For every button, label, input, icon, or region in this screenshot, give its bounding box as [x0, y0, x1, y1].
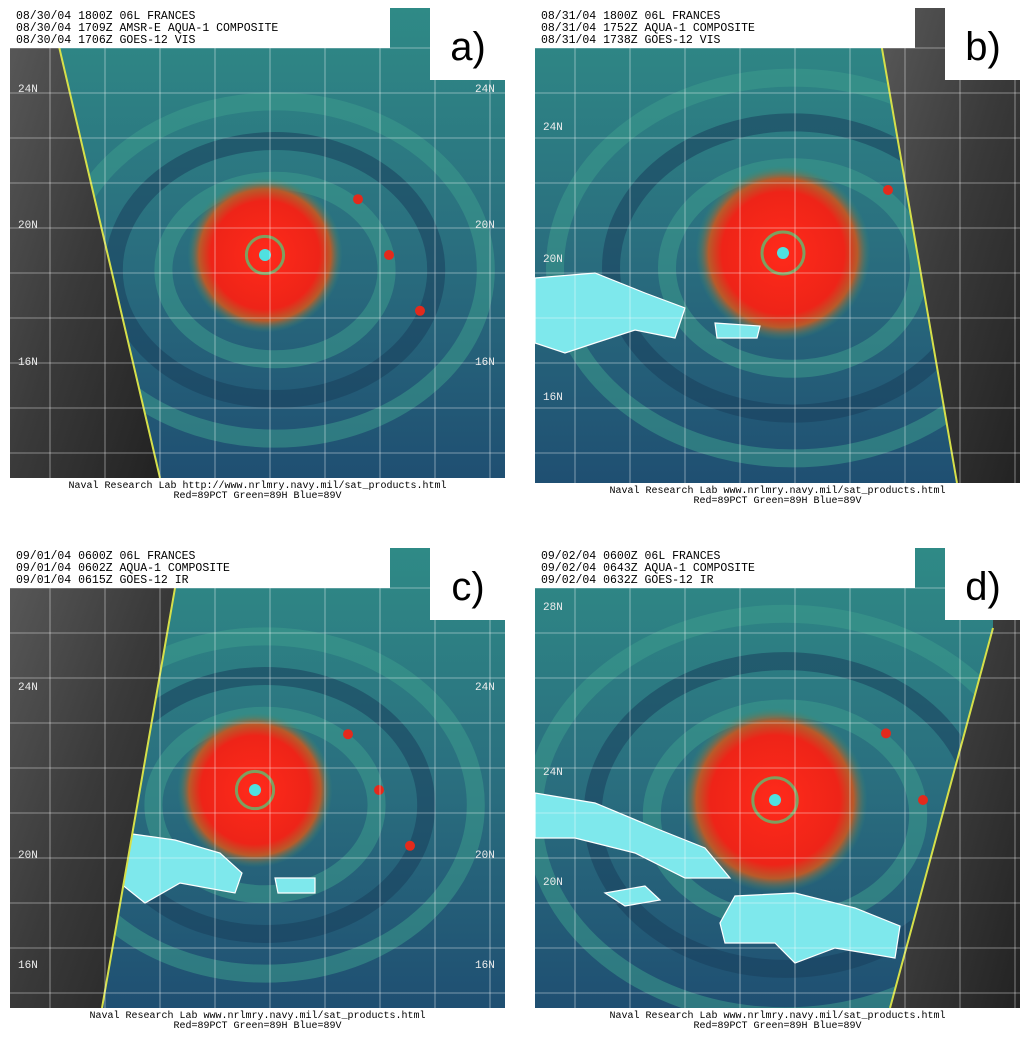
satellite-image	[535, 8, 1020, 483]
cloud	[881, 728, 891, 739]
header-line: 08/30/04 1706Z GOES-12 VIS	[16, 34, 196, 47]
eyewall	[751, 776, 799, 824]
lat-label: 24N	[475, 84, 495, 96]
letter-box	[430, 548, 505, 620]
satellite-image	[10, 8, 505, 478]
goes-region	[875, 8, 1020, 483]
header-line: 09/02/04 0632Z GOES-12 IR	[541, 574, 714, 587]
footer-line: Naval Research Lab www.nrlmry.navy.mil/s…	[609, 1010, 945, 1022]
footer-line: Red=89PCT Green=89H Blue=89V	[693, 1020, 861, 1032]
eyewall	[760, 230, 806, 276]
island	[119, 832, 243, 904]
header-box	[10, 548, 390, 588]
lat-label: 16N	[475, 960, 495, 972]
lat-label: 24N	[475, 682, 495, 694]
band	[546, 68, 1020, 468]
header-box	[535, 548, 915, 588]
header-box	[10, 8, 390, 48]
island	[535, 272, 686, 354]
lat-label: 20N	[18, 220, 38, 232]
footer-line: Naval Research Lab www.nrlmry.navy.mil/s…	[89, 1010, 425, 1022]
panel: 24N 20N 16N 24N 20N 16N 08/30/04 1800Z 06L FRA…	[10, 8, 505, 502]
cloud	[343, 729, 353, 740]
footer-line: Naval Research Lab www.nrlmry.navy.mil/s…	[609, 485, 945, 497]
header-line: 09/02/04 0600Z 06L FRANCES	[541, 550, 721, 563]
swath-edge	[101, 587, 176, 1008]
lat-label: 24N	[18, 682, 38, 694]
lat-label: 24N	[543, 122, 563, 134]
eye	[777, 247, 789, 259]
header-line: 08/31/04 1800Z 06L FRANCES	[541, 10, 721, 23]
lat-label: 20N	[475, 220, 495, 232]
header-line: 09/02/04 0643Z AQUA-1 COMPOSITE	[541, 562, 755, 575]
footer-line: Red=89PCT Green=89H Blue=89V	[173, 490, 341, 502]
header-box	[535, 8, 915, 48]
eye	[259, 249, 271, 261]
footer-line: Naval Research Lab http://www.nrlmry.nav…	[68, 480, 446, 492]
header-line: 08/31/04 1752Z AQUA-1 COMPOSITE	[541, 22, 755, 35]
goes-region	[10, 548, 175, 1008]
footer-line: Red=89PCT Green=89H Blue=89V	[173, 1020, 341, 1032]
goes-region	[890, 548, 1020, 1008]
eyewall	[234, 769, 276, 811]
header-line: 09/01/04 0602Z AQUA-1 COMPOSITE	[16, 562, 230, 575]
lat-label: 24N	[18, 84, 38, 96]
header-line: 09/01/04 0600Z 06L FRANCES	[16, 550, 196, 563]
panel-letter: c)	[451, 565, 484, 609]
header-line: 08/30/04 1709Z AMSR-E AQUA-1 COMPOSITE	[16, 22, 278, 35]
eyewall	[244, 234, 286, 276]
header-line: 09/01/04 0615Z GOES-12 IR	[16, 574, 189, 587]
satellite-image	[535, 548, 1020, 1008]
cloud	[883, 185, 893, 195]
cloud	[918, 795, 928, 805]
cloud	[353, 194, 363, 205]
lat-label: 16N	[475, 357, 495, 369]
lat-label: 20N	[543, 877, 563, 889]
lat-label: 20N	[543, 254, 563, 266]
satellite-image	[10, 548, 505, 1008]
cloud	[415, 305, 425, 316]
footer-line: Red=89PCT Green=89H Blue=89V	[693, 495, 861, 507]
island	[274, 877, 316, 894]
panel-letter: b)	[965, 25, 1001, 69]
panel-letter: d)	[965, 565, 1001, 609]
lat-label: 16N	[543, 392, 563, 404]
header-line: 08/30/04 1800Z 06L FRANCES	[16, 10, 196, 23]
lat-label: 20N	[18, 850, 38, 862]
cloud	[384, 250, 394, 260]
letter-box	[430, 8, 505, 80]
cloud	[405, 840, 415, 851]
cloud	[374, 785, 384, 795]
eye	[769, 794, 781, 806]
lat-label: 16N	[18, 357, 38, 369]
eye	[249, 784, 261, 796]
lat-label: 28N	[543, 602, 563, 614]
letter-box	[945, 8, 1020, 80]
island	[714, 322, 761, 339]
island	[535, 792, 732, 879]
lat-label: 16N	[18, 960, 38, 972]
panel-letter: a)	[450, 25, 486, 69]
swath-edge	[874, 8, 958, 483]
lat-label: 20N	[475, 850, 495, 862]
lat-label: 24N	[543, 767, 563, 779]
letter-box	[945, 548, 1020, 620]
band	[535, 604, 1020, 1008]
island	[603, 885, 662, 907]
panel: 24N 20N 16N 24N 20N 16N 09/01/04 0600Z 06L FRA…	[10, 548, 505, 1032]
band	[104, 132, 446, 408]
swath-edge	[889, 627, 994, 1008]
header-line: 08/31/04 1738Z GOES-12 VIS	[541, 34, 721, 47]
goes-region	[10, 8, 160, 478]
